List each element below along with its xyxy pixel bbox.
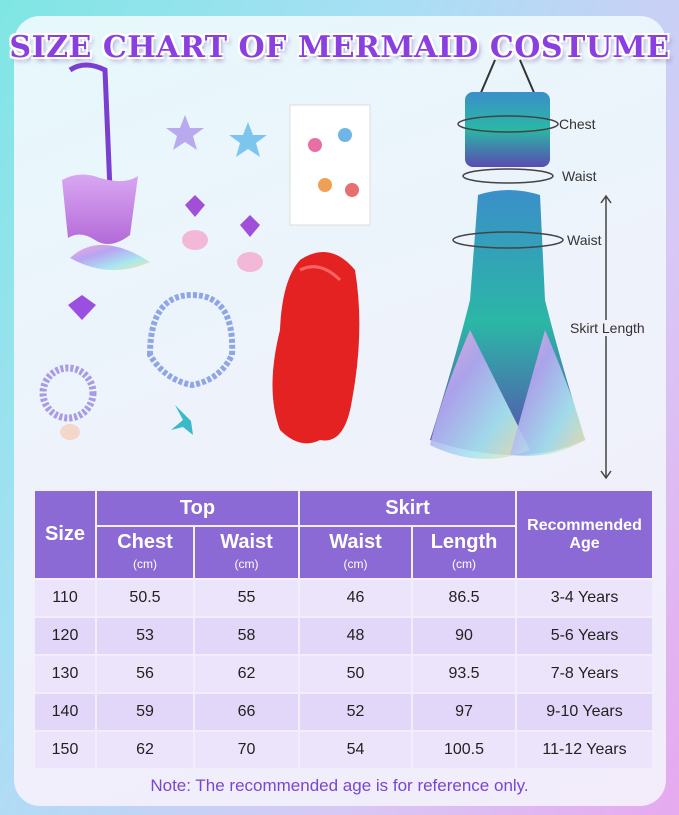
label-skirt-waist: Waist bbox=[567, 232, 602, 248]
cell-skirt-waist: 50 bbox=[298, 654, 414, 694]
label-skirt-length: Skirt Length bbox=[570, 320, 645, 336]
table-row: 120 53 58 48 90 5-6 Years bbox=[33, 616, 655, 656]
starfish-hairclips-image bbox=[166, 115, 267, 157]
cell-chest: 50.5 bbox=[95, 578, 195, 618]
cell-age: 9-10 Years bbox=[515, 692, 655, 732]
cell-skirt-waist: 52 bbox=[298, 692, 414, 732]
ring-image bbox=[68, 295, 96, 320]
cell-top-waist: 58 bbox=[192, 616, 301, 656]
product-illustration bbox=[39, 59, 612, 480]
cell-top-waist: 70 bbox=[192, 730, 301, 770]
header-chest: Chest (cm) bbox=[95, 525, 195, 580]
table-row: 140 59 66 52 97 9-10 Years bbox=[33, 692, 655, 732]
header-top: Top bbox=[94, 489, 301, 527]
cell-size: 140 bbox=[33, 692, 97, 732]
cell-size: 130 bbox=[33, 654, 97, 694]
cell-length: 90 bbox=[411, 616, 518, 656]
red-wig-image bbox=[272, 252, 360, 444]
reference-note: Note: The recommended age is for referen… bbox=[150, 776, 529, 795]
necklace-image bbox=[146, 291, 236, 435]
header-size: Size bbox=[33, 489, 97, 580]
cell-size: 110 bbox=[33, 578, 97, 618]
cell-length: 97 bbox=[411, 692, 518, 732]
table-row: 130 56 62 50 93.5 7-8 Years bbox=[33, 654, 655, 694]
cell-chest: 62 bbox=[95, 730, 195, 770]
cell-skirt-waist: 48 bbox=[298, 616, 414, 656]
header-age: Recommended Age bbox=[515, 489, 655, 580]
mermaid-costume-image bbox=[430, 59, 612, 480]
bracelet-image bbox=[39, 364, 97, 440]
label-chest: Chest bbox=[559, 116, 596, 132]
cell-top-waist: 66 bbox=[192, 692, 301, 732]
cell-chest: 53 bbox=[95, 616, 195, 656]
cell-age: 7-8 Years bbox=[515, 654, 655, 694]
size-table: Size Top Skirt Recommended Age Chest (cm)… bbox=[33, 489, 655, 770]
cell-top-waist: 55 bbox=[192, 578, 301, 618]
cell-skirt-waist: 46 bbox=[298, 578, 414, 618]
cell-size: 150 bbox=[33, 730, 97, 770]
cell-length: 93.5 bbox=[411, 654, 518, 694]
cell-age: 5-6 Years bbox=[515, 616, 655, 656]
shoulder-bag-image bbox=[62, 62, 150, 271]
header-skirt: Skirt bbox=[298, 489, 518, 527]
cell-size: 120 bbox=[33, 616, 97, 656]
page-title: SIZE CHART OF MERMAID COSTUME bbox=[9, 30, 670, 65]
cell-chest: 59 bbox=[95, 692, 195, 732]
cell-length: 86.5 bbox=[411, 578, 518, 618]
earrings-image bbox=[182, 195, 263, 272]
label-top-waist: Waist bbox=[562, 168, 597, 184]
table-row: 150 62 70 54 100.5 11-12 Years bbox=[33, 730, 655, 770]
header-top-waist: Waist (cm) bbox=[192, 525, 301, 580]
header-length: Length (cm) bbox=[411, 525, 518, 580]
cell-age: 11-12 Years bbox=[515, 730, 655, 770]
cell-skirt-waist: 54 bbox=[298, 730, 414, 770]
cell-chest: 56 bbox=[95, 654, 195, 694]
cell-length: 100.5 bbox=[411, 730, 518, 770]
cell-top-waist: 62 bbox=[192, 654, 301, 694]
cell-age: 3-4 Years bbox=[515, 578, 655, 618]
table-row: 110 50.5 55 46 86.5 3-4 Years bbox=[33, 578, 655, 618]
header-skirt-waist: Waist (cm) bbox=[298, 525, 414, 580]
tattoo-sticker-image bbox=[289, 104, 371, 226]
